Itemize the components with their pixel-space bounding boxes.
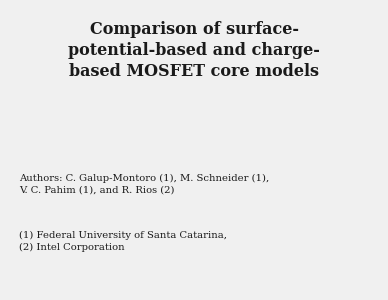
Text: Authors: C. Galup-Montoro (1), M. Schneider (1),
V. C. Pahim (1), and R. Rios (2: Authors: C. Galup-Montoro (1), M. Schnei… bbox=[19, 174, 270, 195]
Text: Comparison of surface-
potential-based and charge-
based MOSFET core models: Comparison of surface- potential-based a… bbox=[68, 21, 320, 80]
Text: (1) Federal University of Santa Catarina,
(2) Intel Corporation: (1) Federal University of Santa Catarina… bbox=[19, 231, 227, 252]
